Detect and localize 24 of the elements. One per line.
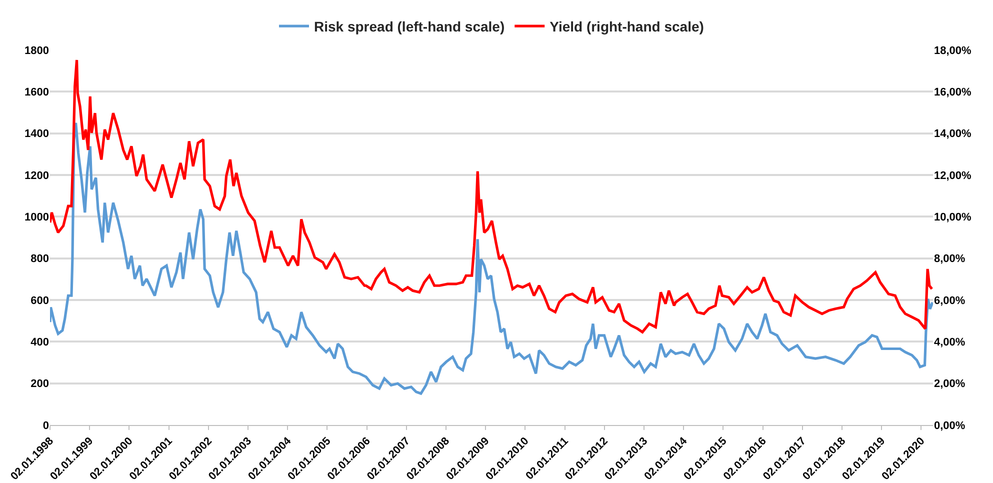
- y-tick-label: 800: [30, 253, 49, 266]
- y-tick-label: 0: [42, 420, 49, 432]
- y-tick-label: 1600: [24, 86, 49, 99]
- y-tick-label: 200: [30, 378, 49, 390]
- legend-label: Yield (right-hand scale): [550, 18, 704, 35]
- y2-tick-label: 2,00%: [934, 378, 966, 390]
- line-series: [50, 58, 933, 334]
- y-tick-label: 1200: [24, 170, 49, 182]
- y-tick-label: 1800: [24, 44, 49, 57]
- y2-tick-label: 0,00%: [934, 420, 966, 432]
- y2-tick-label: 8,00%: [934, 253, 966, 266]
- y2-tick-label: 12,00%: [934, 170, 972, 182]
- y-tick-label: 1000: [24, 212, 49, 224]
- y2-tick-label: 14,00%: [934, 128, 972, 140]
- y-tick-label: 600: [30, 294, 49, 307]
- line-series: [50, 122, 933, 395]
- y-tick-label: 400: [30, 336, 49, 349]
- y2-tick-label: 10,00%: [934, 212, 972, 224]
- y2-tick-label: 4,00%: [934, 336, 966, 349]
- legend-label: Risk spread (left-hand scale): [314, 18, 505, 35]
- y2-tick-label: 6,00%: [934, 294, 966, 307]
- y-tick-label: 1400: [24, 128, 49, 140]
- y2-tick-label: 18,00%: [934, 44, 972, 57]
- y2-tick-label: 16,00%: [934, 86, 972, 99]
